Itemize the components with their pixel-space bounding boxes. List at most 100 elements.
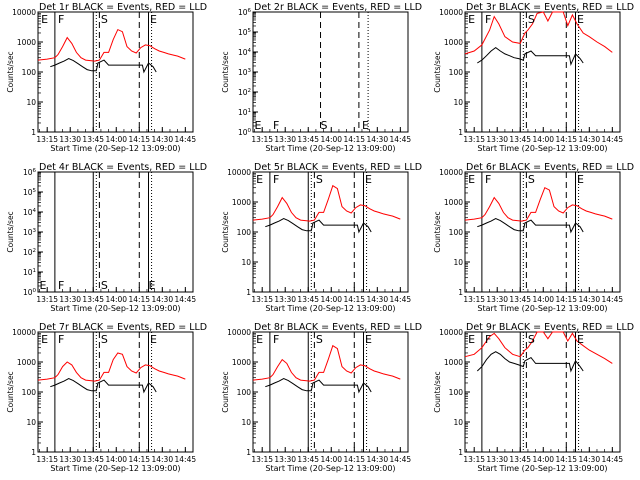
y-tick-label: 10000 bbox=[439, 328, 463, 337]
series-line-events bbox=[265, 378, 372, 394]
y-tick-label: 100 bbox=[237, 228, 252, 237]
plot-frame bbox=[464, 331, 621, 453]
series-line-events bbox=[265, 218, 372, 234]
region-marker-label: F bbox=[485, 13, 491, 26]
x-axis-label: Start Time (20-Sep-12 13:09:00) bbox=[50, 304, 180, 313]
series-line-events bbox=[477, 218, 584, 234]
y-tick-label: 103 bbox=[238, 68, 252, 77]
x-tick-label: 13:15 bbox=[36, 455, 58, 464]
y-tick-label: 100 bbox=[449, 228, 464, 237]
y-tick-label: 100 bbox=[238, 128, 252, 137]
series-line-lld bbox=[252, 344, 401, 382]
plot-frame bbox=[252, 171, 409, 293]
x-tick-label: 14:30 bbox=[366, 455, 388, 464]
x-tick-label: 14:15 bbox=[343, 295, 365, 304]
detector-panel-2: Det 2r BLACK = Events, RED = LLD 100 101 10… bbox=[221, 2, 422, 153]
y-tick-label: 106 bbox=[238, 8, 252, 17]
x-tick-label: 13:45 bbox=[297, 455, 319, 464]
y-axis-label: Counts/sec bbox=[433, 51, 442, 92]
region-marker-label: E bbox=[468, 333, 475, 346]
x-tick-label: 14:15 bbox=[343, 455, 365, 464]
y-tick-label: 10 bbox=[26, 418, 36, 427]
x-tick-label: 13:30 bbox=[486, 135, 508, 144]
plot-frame bbox=[464, 11, 621, 133]
region-marker-label: E bbox=[256, 173, 263, 186]
y-tick-label: 1 bbox=[31, 128, 36, 137]
x-tick-label: 13:45 bbox=[297, 135, 319, 144]
x-tick-label: 13:45 bbox=[82, 455, 104, 464]
panel-title: Det 7r BLACK = Events, RED = LLD bbox=[39, 322, 207, 333]
y-tick-label: 1000 bbox=[17, 358, 36, 367]
y-tick-label: 1 bbox=[458, 128, 463, 137]
region-marker-label: S bbox=[316, 333, 323, 346]
y-tick-label: 100 bbox=[237, 388, 252, 397]
region-marker-label: F bbox=[485, 333, 491, 346]
x-tick-label: 14:00 bbox=[532, 455, 554, 464]
panel-title: Det 8r BLACK = Events, RED = LLD bbox=[254, 322, 422, 333]
y-tick-label: 100 bbox=[22, 388, 37, 397]
y-tick-label: 1 bbox=[458, 448, 463, 457]
series-line-events bbox=[477, 46, 584, 67]
y-tick-label: 100 bbox=[22, 68, 37, 77]
y-tick-label: 1000 bbox=[232, 198, 251, 207]
series-line-lld bbox=[464, 11, 613, 55]
series-line-events bbox=[50, 58, 157, 74]
y-tick-label: 1000 bbox=[444, 358, 463, 367]
panel-title: Det 2r BLACK = Events, RED = LLD bbox=[254, 2, 422, 13]
region-marker-label: S bbox=[316, 173, 323, 186]
x-tick-label: 13:15 bbox=[463, 295, 485, 304]
y-axis-label: Counts/sec bbox=[6, 51, 15, 92]
series-line-events bbox=[476, 351, 584, 373]
x-tick-label: 14:00 bbox=[320, 135, 342, 144]
region-marker-label: E bbox=[365, 333, 372, 346]
series-line-lld bbox=[37, 28, 186, 62]
series-line-events bbox=[50, 378, 157, 394]
y-tick-label: 10000 bbox=[439, 8, 463, 17]
x-tick-label: 14:00 bbox=[320, 295, 342, 304]
y-tick-label: 10000 bbox=[439, 168, 463, 177]
region-marker-label: S bbox=[528, 173, 535, 186]
y-tick-label: 10000 bbox=[12, 328, 36, 337]
x-axis-label: Start Time (20-Sep-12 13:09:00) bbox=[265, 464, 395, 473]
x-tick-label: 14:45 bbox=[175, 455, 197, 464]
y-tick-label: 10 bbox=[26, 98, 36, 107]
region-marker-label: S bbox=[528, 13, 535, 26]
region-marker-label: S bbox=[321, 119, 328, 132]
x-tick-label: 13:15 bbox=[36, 295, 58, 304]
y-tick-label: 106 bbox=[23, 168, 37, 177]
x-axis-label: Start Time (20-Sep-12 13:09:00) bbox=[477, 304, 607, 313]
region-marker-label: F bbox=[485, 173, 491, 186]
plot-frame bbox=[252, 11, 409, 133]
panel-title: Det 6r BLACK = Events, RED = LLD bbox=[466, 162, 634, 173]
x-tick-label: 14:30 bbox=[366, 135, 388, 144]
x-tick-label: 14:15 bbox=[343, 135, 365, 144]
region-marker-label: F bbox=[58, 333, 64, 346]
x-tick-label: 14:15 bbox=[128, 455, 150, 464]
x-axis-label: Start Time (20-Sep-12 13:09:00) bbox=[50, 464, 180, 473]
x-tick-label: 13:30 bbox=[274, 455, 296, 464]
x-axis-label: Start Time (20-Sep-12 13:09:00) bbox=[477, 464, 607, 473]
y-tick-label: 1 bbox=[246, 448, 251, 457]
x-tick-label: 14:45 bbox=[175, 135, 197, 144]
region-marker-label: E bbox=[41, 333, 48, 346]
plot-frame bbox=[37, 11, 194, 133]
x-tick-label: 13:30 bbox=[59, 455, 81, 464]
y-tick-label: 10 bbox=[241, 418, 251, 427]
y-tick-label: 104 bbox=[23, 208, 37, 217]
x-axis-label: Start Time (20-Sep-12 13:09:00) bbox=[477, 144, 607, 153]
x-tick-label: 14:00 bbox=[532, 135, 554, 144]
y-axis-label: Counts/sec bbox=[6, 211, 15, 252]
x-tick-label: 14:00 bbox=[105, 295, 127, 304]
x-tick-label: 14:45 bbox=[175, 295, 197, 304]
panel-title: Det 3r BLACK = Events, RED = LLD bbox=[466, 2, 634, 13]
x-tick-label: 14:30 bbox=[151, 135, 173, 144]
x-tick-label: 13:15 bbox=[251, 455, 273, 464]
plot-frame bbox=[37, 171, 194, 293]
detector-panel-3: Det 3r BLACK = Events, RED = LLD 1 10 100 10… bbox=[433, 2, 634, 153]
y-tick-label: 10 bbox=[453, 98, 463, 107]
x-tick-label: 14:30 bbox=[151, 295, 173, 304]
y-tick-label: 1 bbox=[458, 288, 463, 297]
y-axis-label: Counts/sec bbox=[221, 211, 230, 252]
